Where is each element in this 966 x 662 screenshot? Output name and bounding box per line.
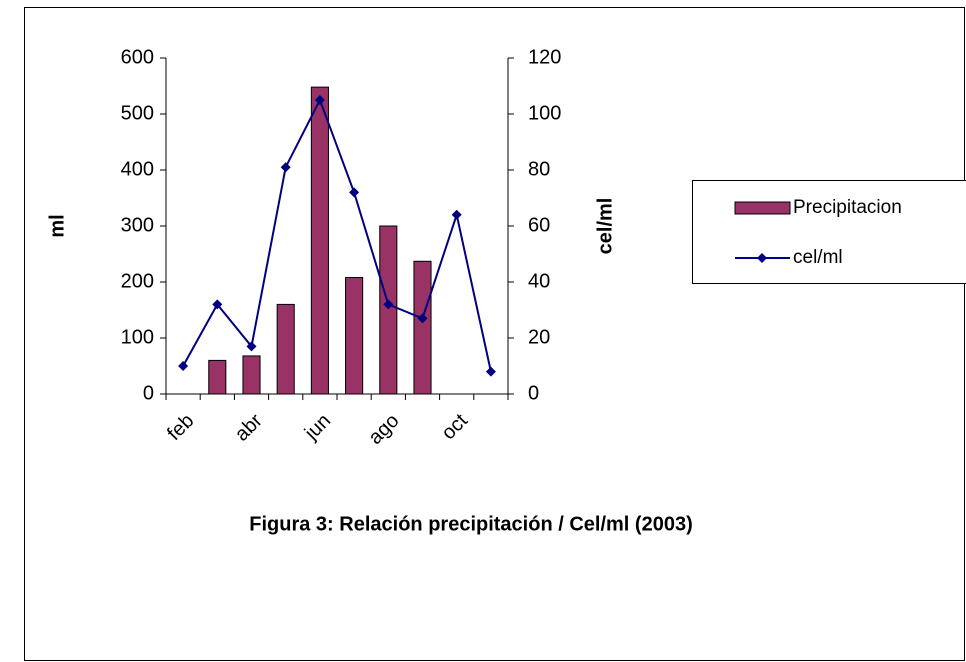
- marker: [417, 313, 428, 324]
- bar: [413, 260, 432, 395]
- y2-tick-label: 60: [528, 214, 550, 236]
- x-tick-label: abr: [231, 409, 267, 445]
- legend-box: [692, 180, 966, 284]
- y2-tick-label: 120: [528, 46, 561, 68]
- chart-frame: [24, 7, 965, 661]
- marker: [451, 209, 462, 220]
- chart-title: Figura 3: Relación precipitación / Cel/m…: [249, 513, 692, 535]
- y-tick-label: 300: [121, 214, 154, 236]
- marker: [314, 95, 325, 105]
- bar: [276, 303, 295, 395]
- marker: [383, 299, 394, 310]
- legend-label: Precipitacion: [793, 197, 902, 218]
- marker: [178, 361, 189, 371]
- y-tick-label: 0: [143, 382, 154, 404]
- bar: [310, 86, 329, 395]
- y2-tick-label: 100: [528, 102, 561, 124]
- x-tick-label: feb: [163, 410, 198, 445]
- legend-label: cel/ml: [793, 247, 843, 268]
- bar: [208, 359, 227, 395]
- y-axis-title: ml: [46, 214, 68, 237]
- y-tick-label: 400: [121, 158, 154, 180]
- y-tick-label: 600: [121, 46, 154, 68]
- y-tick-label: 500: [121, 102, 154, 124]
- bar: [345, 277, 364, 395]
- y2-tick-label: 40: [528, 270, 550, 292]
- y2-tick-label: 80: [528, 158, 550, 180]
- y2-tick-label: 20: [528, 326, 550, 348]
- marker: [246, 341, 257, 352]
- x-tick-label: jun: [300, 410, 335, 445]
- line: [182, 97, 492, 372]
- bar: [379, 225, 398, 395]
- y-tick-label: 200: [121, 270, 154, 292]
- marker: [280, 162, 291, 173]
- y2-axis-title: cel/ml: [594, 198, 616, 255]
- bar: [242, 355, 261, 395]
- x-tick-label: oct: [438, 409, 473, 444]
- marker: [485, 366, 496, 377]
- x-tick-label: ago: [364, 410, 403, 449]
- legend-swatch: [734, 201, 791, 215]
- marker: [349, 187, 360, 198]
- y2-tick-label: 0: [528, 382, 539, 404]
- legend-marker: [757, 253, 767, 263]
- y-tick-label: 100: [121, 326, 154, 348]
- marker: [212, 299, 223, 310]
